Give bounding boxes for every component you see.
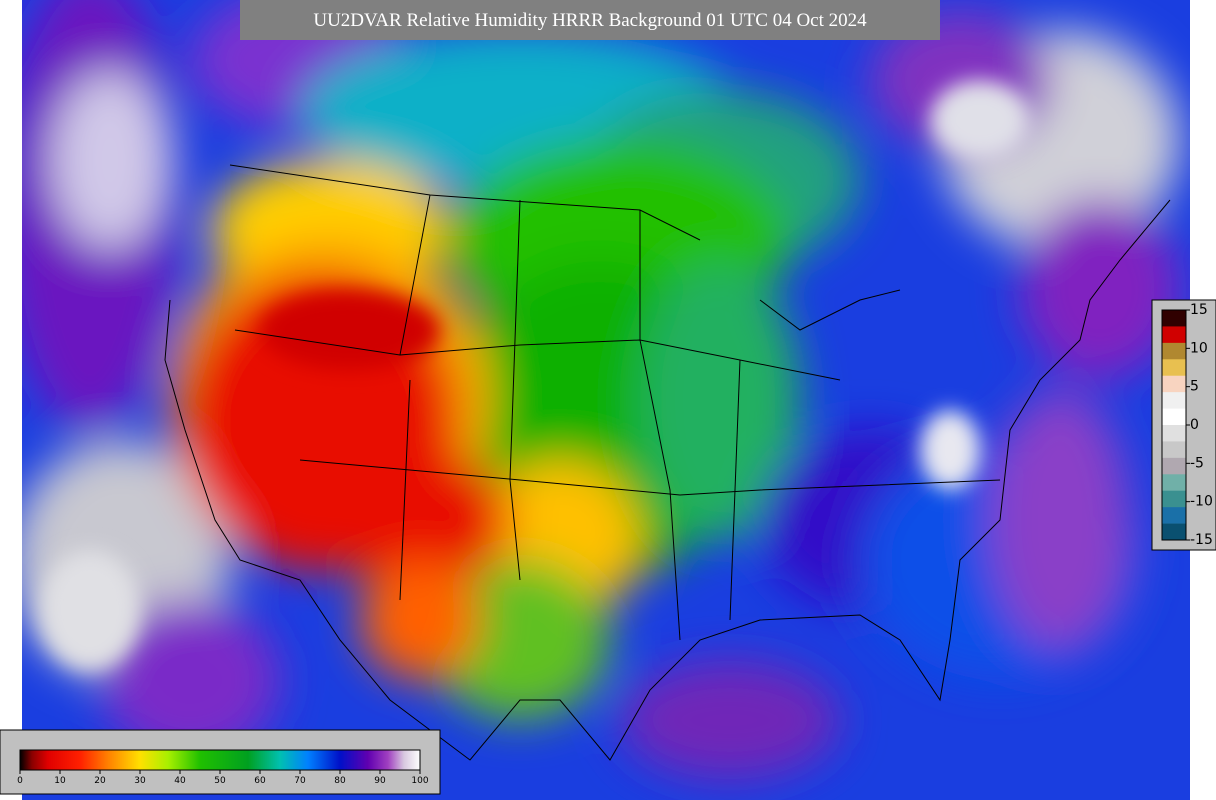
diff-colorbar: 15 10 5 0 -5 -10 -15 [1151, 299, 1216, 551]
tick-label: -15 [1190, 532, 1213, 548]
tick-label: 80 [334, 776, 346, 786]
color-band [1162, 441, 1186, 459]
color-band [1162, 523, 1186, 541]
tick-label: 5 [1190, 379, 1199, 395]
color-band [1162, 507, 1186, 524]
tick-label: 40 [174, 776, 186, 786]
color-band [1162, 310, 1186, 327]
humidity-map [22, 0, 1190, 800]
tick-label: 50 [214, 776, 226, 786]
tick-label: 100 [411, 776, 428, 786]
tick-label: 10 [54, 776, 66, 786]
tick-label: 0 [1190, 417, 1199, 433]
tick-label: -5 [1190, 455, 1204, 471]
tick-label: 15 [1190, 302, 1208, 318]
tick-label: 0 [17, 776, 23, 786]
color-band [1162, 490, 1186, 508]
color-band [1162, 392, 1186, 409]
tick-label: 60 [254, 776, 266, 786]
tick-label: -10 [1190, 494, 1213, 510]
tick-label: 10 [1190, 340, 1208, 356]
color-band [1162, 457, 1186, 475]
color-band [1162, 326, 1186, 344]
tick-label: 30 [134, 776, 146, 786]
colorbar-gradient [19, 749, 421, 771]
boundaries [164, 164, 1171, 761]
tick-label: 20 [94, 776, 106, 786]
color-band [1162, 425, 1186, 442]
color-band [1162, 474, 1186, 492]
color-band [1162, 375, 1186, 393]
map-title: UU2DVAR Relative Humidity HRRR Backgroun… [313, 10, 867, 31]
color-band [1162, 342, 1186, 360]
tick-label: 70 [294, 776, 306, 786]
title-box [240, 0, 940, 40]
tick-label: 90 [374, 776, 386, 786]
color-band [1162, 359, 1186, 377]
color-band [1162, 408, 1186, 426]
rh-colorbar: 0 10 20 30 40 50 60 70 80 90 100 [0, 729, 441, 795]
